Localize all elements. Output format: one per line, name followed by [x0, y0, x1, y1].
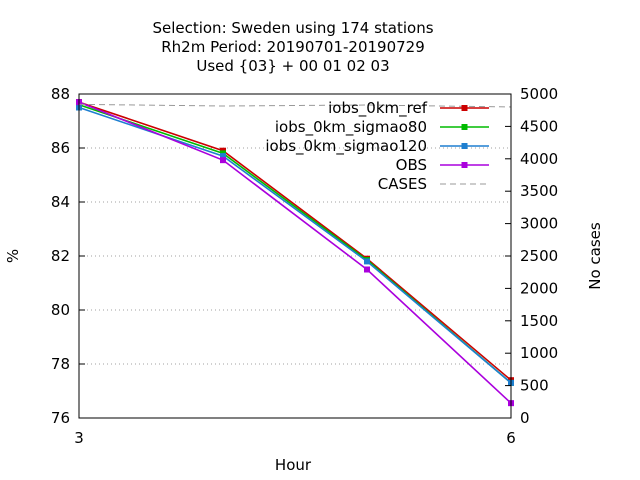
series-line-obs	[78, 101, 512, 404]
y2-tick-label: 1000	[520, 344, 558, 362]
y2-tick-label: 3000	[520, 215, 558, 233]
data-point	[220, 153, 226, 160]
legend-label: OBS	[396, 156, 427, 174]
y2-tick-label: 3500	[520, 182, 558, 200]
chart-title-line-3: Used {03} + 00 01 02 03	[196, 57, 389, 75]
data-point	[364, 266, 370, 273]
x-tick-label: 3	[74, 429, 84, 447]
data-point	[364, 258, 370, 265]
legend: iobs_0km_refiobs_0km_sigmao80iobs_0km_si…	[265, 99, 489, 193]
axes: 7678808284868805001000150020002500300035…	[51, 85, 558, 447]
y2-tick-label: 1500	[520, 312, 558, 330]
legend-marker	[461, 162, 468, 168]
y2-tick-label: 0	[520, 409, 530, 427]
y-tick-label: 86	[51, 139, 70, 157]
series-layer	[76, 99, 514, 407]
legend-marker	[461, 143, 468, 149]
chart-title-line-2: Rh2m Period: 20190701-20190729	[161, 38, 425, 56]
y2-tick-label: 500	[520, 377, 549, 395]
series-line-cases	[78, 103, 512, 108]
y-tick-label: 78	[51, 355, 70, 373]
grid-lines	[79, 147, 511, 365]
y2-tick-label: 5000	[520, 85, 558, 103]
y-axis-label: %	[4, 249, 22, 263]
legend-marker	[461, 105, 468, 111]
chart-title-line-1: Selection: Sweden using 174 stations	[152, 19, 433, 37]
y2-tick-label: 4000	[520, 150, 558, 168]
x-axis-label: Hour	[275, 456, 312, 474]
y-tick-label: 88	[51, 85, 70, 103]
y2-tick-label: 4500	[520, 117, 558, 135]
legend-marker	[461, 124, 468, 130]
legend-label: CASES	[378, 175, 427, 193]
legend-label: iobs_0km_ref	[328, 99, 428, 118]
y-tick-label: 82	[51, 247, 70, 265]
series-line-iobs-0km-ref	[78, 101, 512, 381]
legend-label: iobs_0km_sigmao80	[275, 118, 427, 137]
legend-label: iobs_0km_sigmao120	[265, 137, 427, 156]
y2-axis-label: No cases	[586, 222, 604, 290]
y-tick-label: 80	[51, 301, 70, 319]
y2-tick-label: 2500	[520, 247, 558, 265]
data-point	[220, 157, 226, 164]
y2-tick-label: 2000	[520, 279, 558, 297]
x-tick-label: 6	[506, 429, 516, 447]
y-tick-label: 84	[51, 193, 70, 211]
y-tick-label: 76	[51, 409, 70, 427]
